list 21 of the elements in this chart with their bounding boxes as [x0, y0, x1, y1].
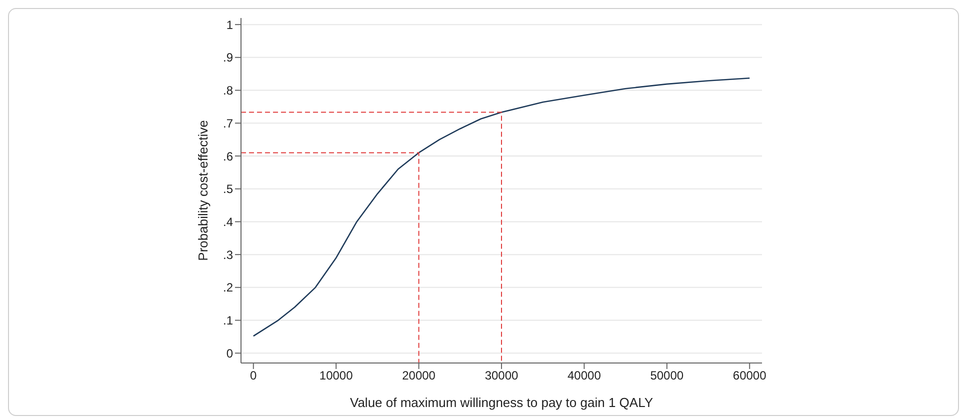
y-axis-title: Probability cost-effective — [196, 120, 211, 261]
x-tick-label: 40000 — [568, 368, 602, 383]
y-tick-label: .4 — [222, 214, 234, 229]
x-tick-label: 50000 — [650, 368, 684, 383]
y-tick-label: 0 — [226, 346, 234, 360]
x-tick-label: 60000 — [732, 368, 767, 383]
y-tick-label: .6 — [222, 149, 234, 164]
y-tick-label: 1 — [226, 18, 234, 32]
y-tick-label: .5 — [222, 182, 234, 196]
x-tick-label: 30000 — [484, 368, 519, 383]
x-tick-label: 10000 — [319, 368, 354, 383]
y-tick-label: .2 — [222, 280, 234, 295]
x-axis-title: Value of maximum willingness to pay to gain 1 QALY — [350, 395, 654, 410]
y-tick-label: .8 — [222, 84, 234, 98]
x-tick-label: 20000 — [402, 368, 436, 383]
y-tick-label: .3 — [222, 248, 234, 262]
y-tick-label: .1 — [222, 314, 234, 328]
y-tick-label: .7 — [222, 116, 234, 130]
y-tick-label: .9 — [222, 50, 234, 65]
x-tick-label: 0 — [250, 368, 258, 383]
line-series — [252, 77, 750, 337]
